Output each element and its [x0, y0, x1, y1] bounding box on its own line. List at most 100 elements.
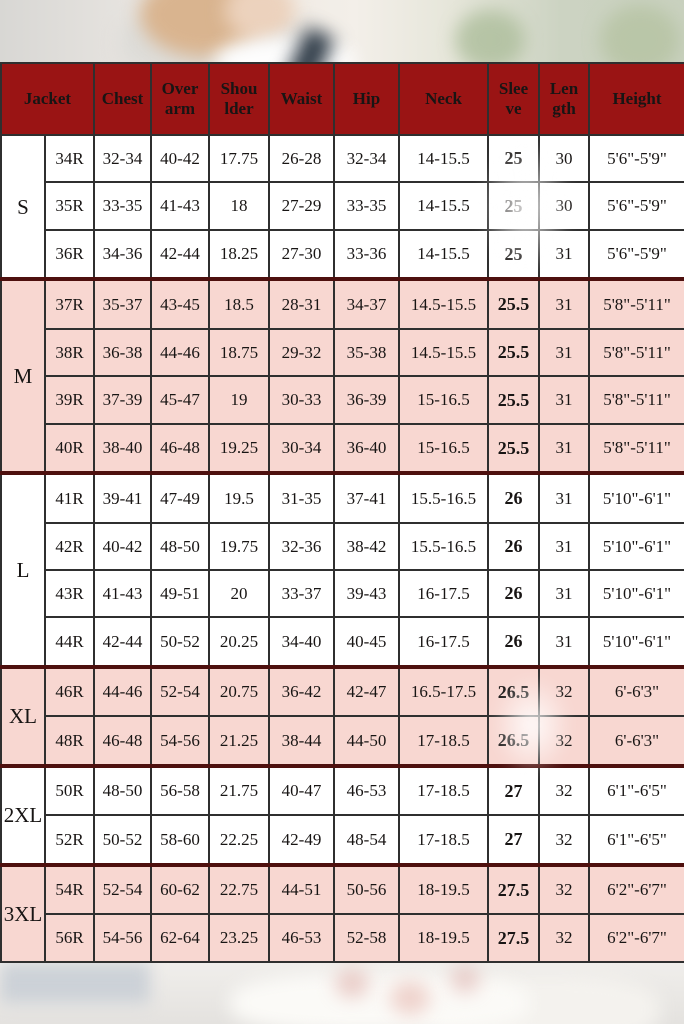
value-cell: 20.25	[208, 616, 270, 668]
value-cell: 32-36	[268, 521, 335, 572]
value-cell: 44-50	[333, 715, 400, 767]
value-cell: 58-60	[150, 814, 210, 866]
size-code-cell: 38R	[44, 327, 95, 378]
photo-flower-blur	[335, 968, 369, 998]
size-code-cell: 42R	[44, 521, 95, 572]
value-cell: 30-33	[268, 375, 335, 425]
value-cell: 36-38	[93, 327, 152, 378]
size-table-body: S 34R 32-34 40-42 17.75 26-28 32-34 14-15.5 25 30…	[0, 133, 684, 964]
value-cell: 5'8"-5'11"	[588, 422, 684, 475]
value-cell: 35-38	[333, 327, 400, 378]
value-cell: 25	[487, 228, 540, 281]
value-cell: 52-58	[333, 913, 400, 963]
value-cell: 25.5	[487, 277, 540, 330]
photo-foliage-blur	[600, 5, 680, 62]
value-cell: 5'6"-5'9"	[588, 133, 684, 184]
value-cell: 31	[538, 327, 590, 378]
column-header-jacket: Jacket	[0, 62, 95, 136]
value-cell: 43-45	[150, 277, 210, 330]
size-chart-table: Jacket Chest Over arm Shou lder Waist Hi…	[0, 62, 684, 964]
size-code-cell: 50R	[44, 763, 95, 817]
value-cell: 14-15.5	[398, 181, 489, 231]
value-cell: 17-18.5	[398, 763, 489, 817]
size-row-52R: 52R 50-52 58-60 22.25 42-49 48-54 17-18.5 27 32 6…	[1, 814, 684, 866]
value-cell: 5'10"-6'1"	[588, 616, 684, 668]
size-group-label-2XL: 2XL	[0, 763, 46, 866]
size-row-56R: 56R 54-56 62-64 23.25 46-53 52-58 18-19.5 27.5 3…	[1, 913, 684, 963]
value-cell: 16-17.5	[398, 569, 489, 619]
value-cell: 31	[538, 375, 590, 425]
value-cell: 5'8"-5'11"	[588, 327, 684, 378]
value-cell: 19.25	[208, 422, 270, 475]
value-cell: 30	[538, 133, 590, 184]
value-cell: 18.25	[208, 228, 270, 281]
value-cell: 5'6"-5'9"	[588, 181, 684, 231]
value-cell: 42-44	[150, 228, 210, 281]
value-cell: 26	[487, 471, 540, 524]
size-row-37R: M 37R 35-37 43-45 18.5 28-31 34-37 14.5-15.5 25.…	[0, 277, 684, 475]
background-photo-top	[0, 0, 684, 62]
value-cell: 25.5	[487, 422, 540, 475]
value-cell: 62-64	[150, 913, 210, 963]
value-cell: 41-43	[150, 181, 210, 231]
size-code-cell: 35R	[44, 181, 95, 231]
size-code-cell: 34R	[44, 133, 95, 184]
value-cell: 14.5-15.5	[398, 277, 489, 330]
size-code-cell: 52R	[44, 814, 95, 866]
value-cell: 38-44	[268, 715, 335, 767]
value-cell: 22.75	[208, 862, 270, 916]
size-group-label-M: M	[0, 277, 46, 475]
value-cell: 14-15.5	[398, 228, 489, 281]
column-header-overarm: Over arm	[150, 62, 210, 136]
size-row-42R: 42R 40-42 48-50 19.75 32-36 38-42 15.5-16.5 26 3…	[1, 521, 684, 572]
size-row-43R: 43R 41-43 49-51 20 33-37 39-43 16-17.5 26 31 5'10…	[1, 569, 684, 619]
value-cell: 17-18.5	[398, 715, 489, 767]
column-header-hip: Hip	[333, 62, 400, 136]
value-cell: 6'-6'3"	[588, 664, 684, 718]
value-cell: 34-36	[93, 228, 152, 281]
value-cell: 39-41	[93, 471, 152, 524]
column-header-waist: Waist	[268, 62, 335, 136]
value-cell: 31	[538, 228, 590, 281]
value-cell: 25.5	[487, 375, 540, 425]
value-cell: 25	[487, 181, 540, 231]
value-cell: 5'10"-6'1"	[588, 471, 684, 524]
value-cell: 18.5	[208, 277, 270, 330]
value-cell: 6'2"-6'7"	[588, 913, 684, 963]
value-cell: 32	[538, 862, 590, 916]
value-cell: 15-16.5	[398, 422, 489, 475]
value-cell: 31-35	[268, 471, 335, 524]
value-cell: 19.75	[208, 521, 270, 572]
column-header-height: Height	[588, 62, 684, 136]
value-cell: 15.5-16.5	[398, 471, 489, 524]
size-row-44R: 44R 42-44 50-52 20.25 34-40 40-45 16-17.5 26 31 5…	[1, 616, 684, 668]
value-cell: 54-56	[150, 715, 210, 767]
size-group-label-XL: XL	[0, 664, 46, 767]
size-row-39R: 39R 37-39 45-47 19 30-33 36-39 15-16.5 25.5 31 5'…	[1, 375, 684, 425]
photo-flower-blur	[390, 981, 430, 1015]
value-cell: 37-41	[333, 471, 400, 524]
value-cell: 50-56	[333, 862, 400, 916]
value-cell: 44-46	[93, 664, 152, 718]
size-row-46R: XL 46R 44-46 52-54 20.75 36-42 42-47 16.5-17.5 2…	[0, 664, 684, 767]
value-cell: 29-32	[268, 327, 335, 378]
value-cell: 37-39	[93, 375, 152, 425]
size-code-cell: 46R	[44, 664, 95, 718]
value-cell: 40-47	[268, 763, 335, 817]
value-cell: 52-54	[150, 664, 210, 718]
photo-foliage-blur	[455, 10, 525, 62]
value-cell: 27	[487, 763, 540, 817]
value-cell: 14-15.5	[398, 133, 489, 184]
value-cell: 32	[538, 664, 590, 718]
size-code-cell: 39R	[44, 375, 95, 425]
value-cell: 39-43	[333, 569, 400, 619]
value-cell: 46-48	[93, 715, 152, 767]
value-cell: 31	[538, 616, 590, 668]
size-code-cell: 48R	[44, 715, 95, 767]
value-cell: 27.5	[487, 862, 540, 916]
column-header-shoulder: Shou lder	[208, 62, 270, 136]
value-cell: 52-54	[93, 862, 152, 916]
value-cell: 40-42	[93, 521, 152, 572]
value-cell: 5'8"-5'11"	[588, 375, 684, 425]
value-cell: 36-39	[333, 375, 400, 425]
